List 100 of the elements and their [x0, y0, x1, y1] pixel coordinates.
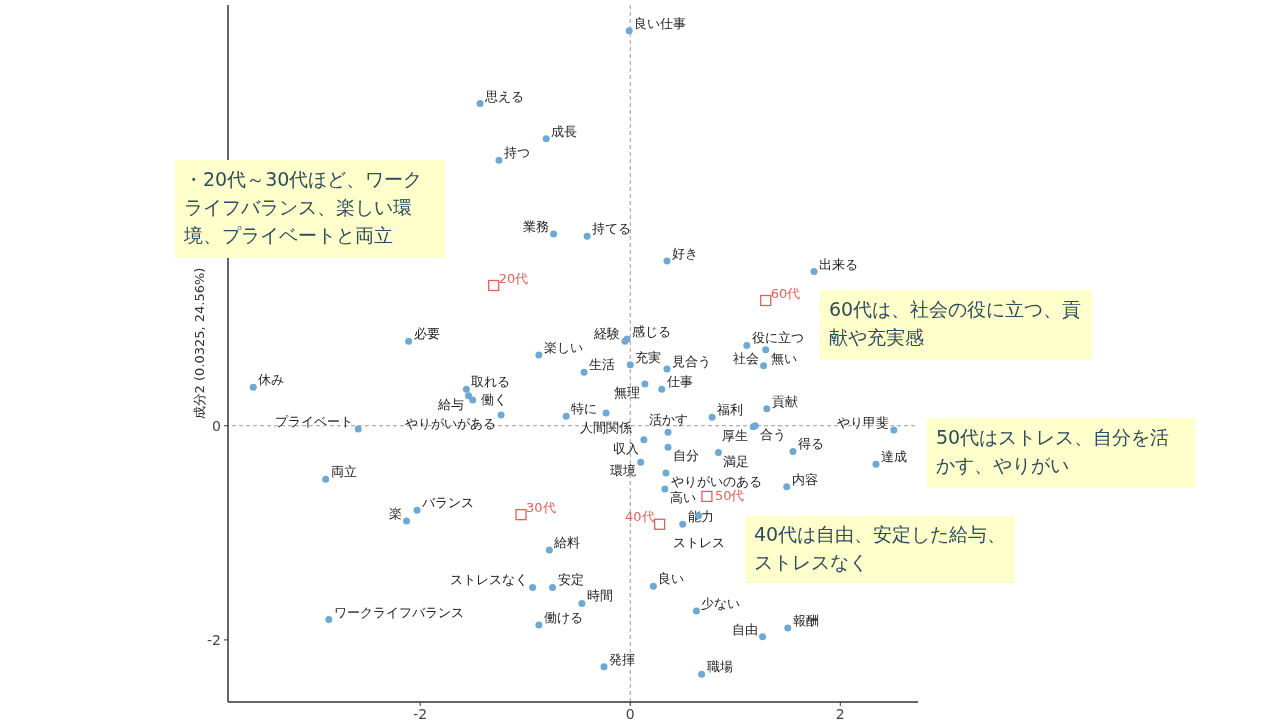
point: [497, 411, 505, 419]
x-tick-label: -2: [413, 706, 428, 720]
point: [759, 633, 767, 641]
annotation: 高い: [669, 489, 696, 505]
annotation: 無い: [770, 350, 797, 366]
annotation: バランス: [421, 495, 475, 511]
point: [760, 362, 768, 370]
annotation: 特に: [571, 401, 598, 417]
point: [549, 583, 557, 591]
point: [872, 460, 880, 468]
annotation: 出来る: [819, 256, 859, 272]
annotation: 福利: [717, 402, 744, 418]
annotation: 職場: [706, 659, 733, 675]
annotation: 内容: [791, 471, 818, 487]
point: [763, 405, 771, 413]
annotation: 安定: [557, 572, 584, 588]
point: [783, 483, 791, 491]
point: [515, 508, 527, 521]
annotation: 良い仕事: [634, 15, 687, 31]
point: [550, 230, 558, 238]
point: [476, 100, 484, 107]
annotation: 社会: [732, 350, 759, 366]
annotation: 環境: [609, 463, 636, 479]
point: [626, 361, 634, 369]
annotation: 発揮: [608, 651, 635, 667]
point: [354, 425, 362, 433]
point: [760, 294, 772, 307]
annotation: 40代: [625, 509, 655, 525]
point: [578, 600, 586, 607]
annotation: 充実: [635, 349, 662, 365]
point: [583, 232, 591, 240]
annotation: 楽しい: [543, 340, 583, 356]
point: [662, 469, 670, 477]
point: [462, 385, 470, 393]
annotation: 働ける: [543, 609, 583, 625]
annotation: 給料: [553, 534, 581, 550]
annotation: 働く: [480, 392, 507, 408]
point: [325, 616, 333, 624]
annotation: 良い: [658, 571, 685, 587]
annotation: 貢献: [771, 393, 798, 409]
annotation: 好き: [672, 245, 698, 261]
annotation: ワークライフバランス: [333, 604, 464, 620]
point: [249, 383, 257, 391]
annotation: 合う: [760, 426, 787, 442]
x-tick-label: 2: [835, 706, 845, 720]
point: [640, 436, 648, 444]
annotation: 自由: [731, 621, 758, 637]
point: [653, 518, 666, 530]
point: [465, 392, 472, 400]
annotation: 60代: [770, 285, 801, 301]
point: [580, 368, 588, 376]
point: [810, 268, 818, 276]
point: [663, 257, 671, 265]
point: [637, 458, 645, 466]
annotation: 思える: [484, 88, 525, 104]
annotation: 役に立つ: [751, 330, 804, 346]
point: [708, 413, 716, 421]
point: [664, 428, 672, 436]
annotation: 取れる: [471, 374, 511, 390]
point: [789, 447, 797, 455]
point: [535, 351, 543, 359]
point: [701, 490, 713, 503]
point: [602, 409, 610, 417]
annotation: 満足: [723, 453, 750, 469]
point: [488, 279, 500, 292]
annotation: 40代は自由、安定した給与、ストレスなく: [754, 522, 1007, 573]
annotation: 報酬: [792, 613, 819, 629]
annotation: 両立: [330, 464, 357, 480]
annotation: 休み: [258, 372, 285, 388]
point: [542, 135, 550, 143]
annotation: 生活: [589, 357, 616, 373]
annotation: 得る: [798, 436, 825, 452]
point: [495, 156, 503, 164]
annotation: 必要: [413, 326, 440, 342]
point: [529, 583, 537, 591]
annotation: 成長: [551, 123, 578, 139]
point: [535, 621, 543, 629]
point: [658, 385, 666, 393]
point: [679, 520, 687, 528]
point: [649, 582, 657, 590]
point: [600, 663, 608, 671]
annotation: 活かす: [648, 412, 688, 428]
annotation: 感じる: [632, 324, 672, 340]
point: [641, 380, 649, 388]
annotation: 30代: [526, 499, 556, 515]
annotation: 50代: [714, 488, 745, 504]
point: [403, 517, 411, 525]
annotation: 自分: [673, 448, 700, 464]
point: [784, 624, 792, 632]
annotation: ストレスなく: [449, 572, 528, 588]
point: [664, 443, 672, 451]
annotation: 収入: [612, 440, 639, 456]
point: [663, 365, 671, 373]
point: [692, 607, 700, 615]
annotation: 達成: [880, 449, 907, 465]
annotation: やり甲斐: [836, 415, 889, 431]
annotation: 持てる: [592, 221, 632, 237]
point: [625, 27, 633, 35]
point: [698, 670, 706, 678]
annotation: 20代: [498, 270, 529, 286]
